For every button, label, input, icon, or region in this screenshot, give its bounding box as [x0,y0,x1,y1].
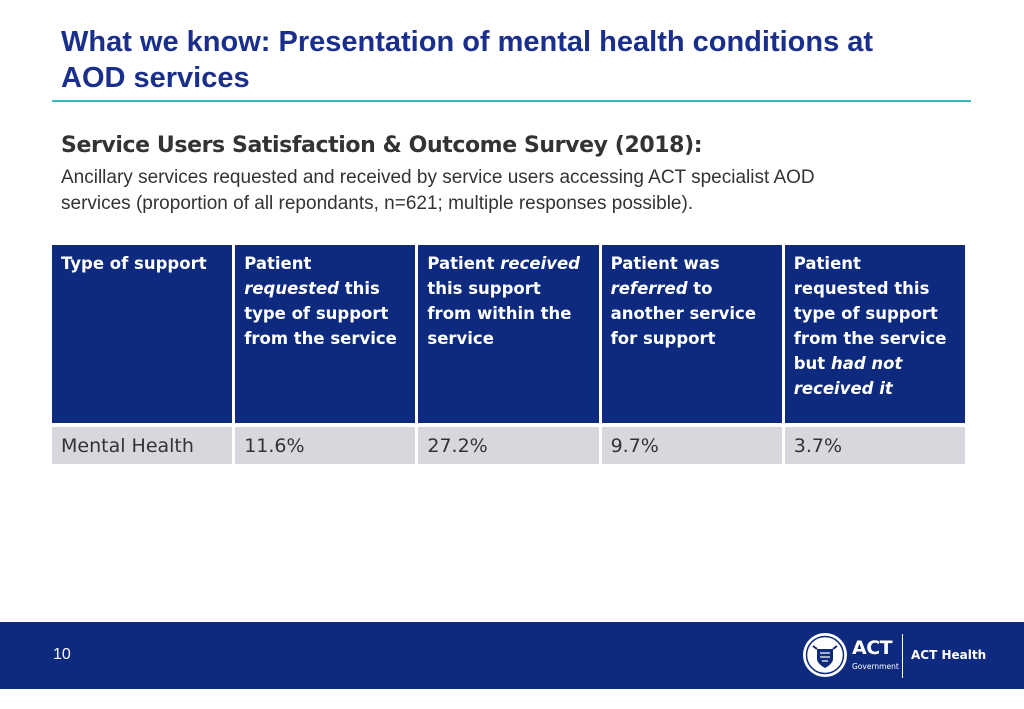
title-line-2: AOD services [61,62,250,94]
header-patient-requested: Patient requested this type of support f… [235,245,416,423]
caption-line-2: services (proportion of all repondants, … [61,193,694,214]
title-divider [52,100,971,102]
act-crest-icon [803,633,847,677]
logo-act-health-text: ACT Health [911,648,987,662]
logo-divider [902,634,903,678]
act-government-logo: ACT Government ACT Health [802,632,992,680]
title-line-1: What we know: Presentation of mental hea… [61,26,874,58]
survey-caption: Ancillary services requested and receive… [61,165,941,217]
cell-support-type: Mental Health [52,427,233,464]
logo-government-text: Government [852,662,899,671]
support-table: Type of support Patient requested this t… [49,245,968,464]
survey-subtitle: Service Users Satisfaction & Outcome Sur… [61,133,703,158]
table-row: Mental Health 11.6% 27.2% 9.7% 3.7% [52,427,965,464]
slide-title: What we know: Presentation of mental hea… [61,24,981,96]
table-header-row: Type of support Patient requested this t… [52,245,965,423]
header-type-of-support: Type of support [52,245,233,423]
logo-act-text: ACT [852,637,893,659]
caption-line-1: Ancillary services requested and receive… [61,167,815,188]
page-number: 10 [53,646,71,663]
cell-referred-value: 9.7% [601,427,782,464]
cell-requested-value: 11.6% [235,427,416,464]
cell-not-received-value: 3.7% [784,427,965,464]
header-requested-not-received: Patient requested this type of support f… [784,245,965,423]
slide-footer: 10 ACT Government ACT Health [0,622,1024,689]
header-patient-received: Patient received this support from withi… [418,245,599,423]
header-patient-referred: Patient was referred to another service … [601,245,782,423]
cell-received-value: 27.2% [418,427,599,464]
